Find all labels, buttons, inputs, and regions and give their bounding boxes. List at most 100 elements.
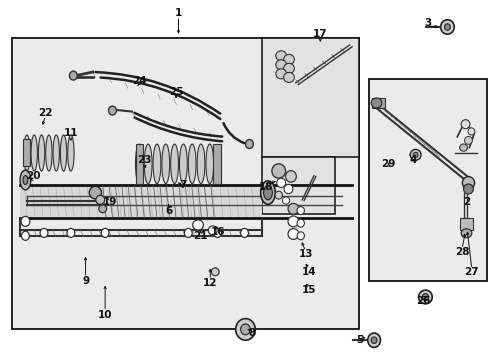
Ellipse shape [463,184,472,194]
Bar [459,218,472,230]
Ellipse shape [213,229,221,238]
Text: 23: 23 [137,155,151,165]
Text: 20: 20 [26,171,41,181]
Ellipse shape [184,229,192,238]
Bar [12,38,359,329]
Text: 16: 16 [210,227,224,237]
Ellipse shape [409,149,420,160]
Ellipse shape [275,51,286,61]
Ellipse shape [162,144,169,184]
Ellipse shape [370,337,376,343]
Text: 27: 27 [464,267,478,277]
Ellipse shape [235,319,255,340]
Ellipse shape [192,220,203,230]
Text: 25: 25 [168,87,183,97]
Ellipse shape [53,135,60,171]
Bar [212,144,221,184]
Ellipse shape [38,135,44,171]
Text: 22: 22 [38,108,53,118]
Ellipse shape [274,191,282,199]
Text: 12: 12 [203,278,217,288]
Ellipse shape [20,170,31,190]
Text: 14: 14 [301,267,316,277]
Ellipse shape [99,205,106,213]
Bar [261,38,359,157]
Text: 8: 8 [248,328,255,338]
Ellipse shape [285,171,296,182]
Text: 1: 1 [175,8,182,18]
Ellipse shape [31,135,37,171]
Text: 26: 26 [415,296,429,306]
Text: 24: 24 [132,76,146,86]
Text: 13: 13 [298,249,312,259]
Ellipse shape [67,135,74,171]
Ellipse shape [287,216,298,227]
Ellipse shape [461,177,473,189]
Ellipse shape [211,268,219,276]
Ellipse shape [240,324,250,335]
Ellipse shape [418,290,431,304]
Ellipse shape [101,229,109,238]
Ellipse shape [296,232,304,240]
Ellipse shape [21,216,30,226]
Text: 18: 18 [259,182,273,192]
Text: 7: 7 [179,180,187,190]
Text: 11: 11 [63,128,78,138]
Text: 4: 4 [408,155,416,165]
Ellipse shape [444,24,449,30]
Text: 3: 3 [424,18,430,28]
Ellipse shape [275,60,286,70]
Text: 29: 29 [381,159,395,169]
Text: 9: 9 [82,276,89,286]
Ellipse shape [287,203,298,214]
Ellipse shape [275,69,286,79]
Bar [23,139,30,166]
Bar [371,98,385,108]
Ellipse shape [179,144,187,184]
Ellipse shape [89,186,102,199]
Ellipse shape [271,164,285,178]
Ellipse shape [421,294,427,300]
Ellipse shape [240,229,248,238]
Ellipse shape [153,144,161,184]
Ellipse shape [144,144,152,184]
Ellipse shape [284,184,292,194]
Ellipse shape [69,71,77,80]
Ellipse shape [287,229,298,239]
Ellipse shape [245,140,253,149]
Ellipse shape [296,219,304,227]
Ellipse shape [460,120,469,129]
Text: 10: 10 [98,310,112,320]
Ellipse shape [412,152,417,157]
Ellipse shape [283,72,294,82]
Ellipse shape [197,144,204,184]
Text: 5: 5 [355,335,362,345]
Bar [368,79,486,281]
Ellipse shape [135,144,143,184]
Ellipse shape [283,63,294,73]
Text: 6: 6 [165,206,172,216]
Ellipse shape [282,197,289,204]
Ellipse shape [260,181,275,204]
Ellipse shape [67,229,75,238]
Ellipse shape [296,207,304,215]
Ellipse shape [205,144,213,184]
Ellipse shape [283,54,294,64]
Text: 21: 21 [193,231,207,241]
Ellipse shape [276,178,285,188]
Bar [136,144,142,184]
Bar [261,157,334,214]
Ellipse shape [370,98,381,108]
Ellipse shape [108,106,116,115]
Text: 15: 15 [301,285,316,295]
Ellipse shape [367,333,380,347]
Text: 28: 28 [454,247,468,257]
Ellipse shape [23,176,28,185]
Ellipse shape [96,195,104,204]
Text: 2: 2 [463,197,469,207]
Ellipse shape [170,144,178,184]
Ellipse shape [460,229,471,238]
Text: 17: 17 [312,29,327,39]
Ellipse shape [263,185,272,200]
Bar [20,185,261,218]
